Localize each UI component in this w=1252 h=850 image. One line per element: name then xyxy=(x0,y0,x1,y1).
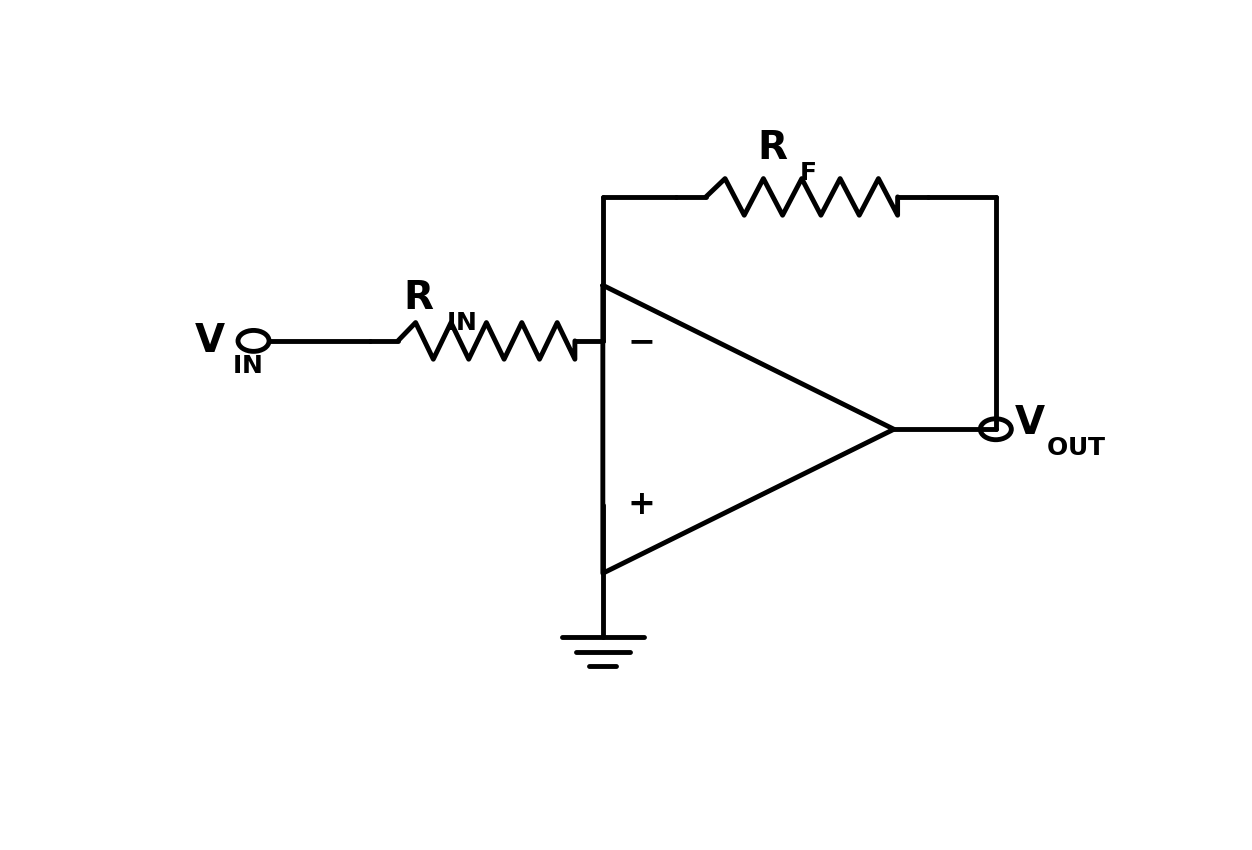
Text: $\mathbf{-}$: $\mathbf{-}$ xyxy=(626,325,652,357)
Text: $\mathbf{+}$: $\mathbf{+}$ xyxy=(626,488,652,521)
Text: $\mathit{\mathbf{F}}$: $\mathit{\mathbf{F}}$ xyxy=(799,161,816,184)
Text: $\mathit{\mathbf{R}}$: $\mathit{\mathbf{R}}$ xyxy=(403,280,434,317)
Text: $\mathit{\mathbf{IN}}$: $\mathit{\mathbf{IN}}$ xyxy=(232,354,262,377)
Text: $\mathit{\mathbf{OUT}}$: $\mathit{\mathbf{OUT}}$ xyxy=(1047,435,1107,460)
Text: $\mathit{\mathbf{V}}$: $\mathit{\mathbf{V}}$ xyxy=(194,322,225,360)
Text: $\mathit{\mathbf{IN}}$: $\mathit{\mathbf{IN}}$ xyxy=(446,311,476,335)
Text: $\mathit{\mathbf{V}}$: $\mathit{\mathbf{V}}$ xyxy=(1014,404,1045,442)
Text: $\mathit{\mathbf{R}}$: $\mathit{\mathbf{R}}$ xyxy=(757,129,789,167)
